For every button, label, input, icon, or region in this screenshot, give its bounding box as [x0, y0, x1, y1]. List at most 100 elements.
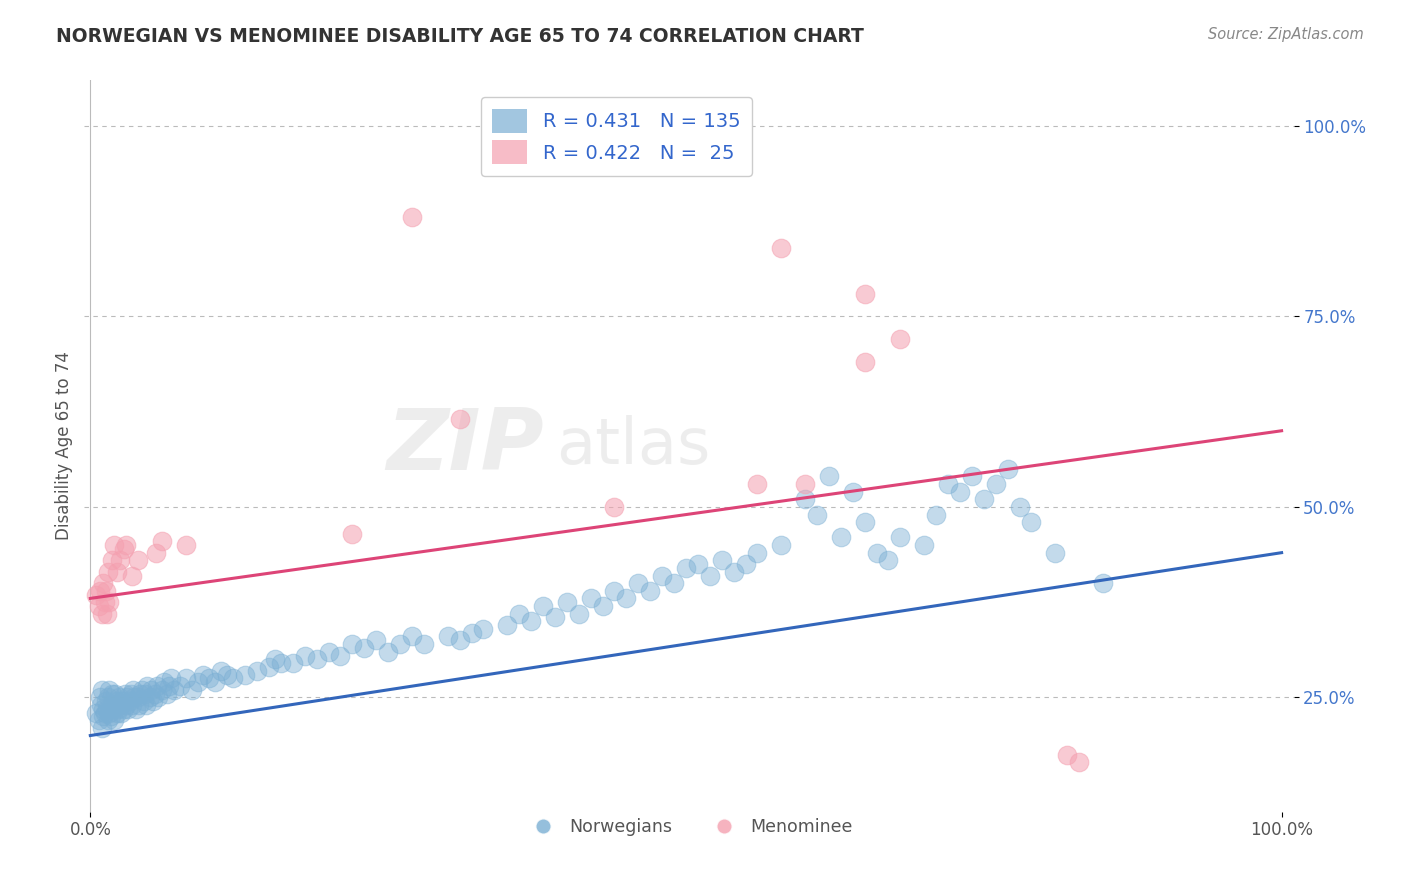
Menominee [105, 565, 128, 579]
Norwegians [142, 694, 165, 708]
Norwegians [135, 698, 157, 712]
Norwegians [1091, 576, 1114, 591]
Norwegians [122, 682, 145, 697]
Norwegians [108, 690, 131, 705]
Norwegians [865, 546, 887, 560]
Norwegians [124, 690, 146, 705]
Norwegians [100, 709, 122, 723]
Menominee [97, 565, 120, 579]
Norwegians [342, 637, 364, 651]
Norwegians [579, 591, 602, 606]
Norwegians [592, 599, 614, 613]
Norwegians [544, 610, 567, 624]
Norwegians [281, 656, 304, 670]
Norwegians [96, 702, 118, 716]
Norwegians [520, 614, 543, 628]
Norwegians [853, 515, 876, 529]
Norwegians [155, 687, 177, 701]
Norwegians [93, 706, 115, 720]
Norwegians [449, 633, 471, 648]
Norwegians [169, 679, 191, 693]
Norwegians [186, 675, 208, 690]
Norwegians [98, 706, 121, 720]
Norwegians [134, 687, 156, 701]
Norwegians [806, 508, 828, 522]
Norwegians [124, 702, 146, 716]
Menominee [1067, 755, 1090, 769]
Menominee [174, 538, 197, 552]
Text: NORWEGIAN VS MENOMINEE DISABILITY AGE 65 TO 74 CORRELATION CHART: NORWEGIAN VS MENOMINEE DISABILITY AGE 65… [56, 27, 865, 45]
Norwegians [94, 694, 117, 708]
Menominee [115, 538, 138, 552]
Norwegians [770, 538, 793, 552]
Norwegians [377, 645, 399, 659]
Text: Source: ZipAtlas.com: Source: ZipAtlas.com [1208, 27, 1364, 42]
Norwegians [105, 694, 128, 708]
Norwegians [734, 557, 756, 571]
Norwegians [233, 667, 256, 681]
Norwegians [555, 595, 578, 609]
Norwegians [148, 690, 170, 705]
Menominee [853, 355, 876, 369]
Norwegians [107, 702, 129, 716]
Norwegians [180, 682, 202, 697]
Menominee [794, 477, 817, 491]
Norwegians [877, 553, 900, 567]
Norwegians [1008, 500, 1031, 514]
Norwegians [91, 721, 114, 735]
Menominee [98, 595, 121, 609]
Norwegians [997, 462, 1019, 476]
Norwegians [366, 633, 388, 648]
Norwegians [150, 682, 173, 697]
Menominee [127, 553, 149, 567]
Norwegians [112, 702, 135, 716]
Norwegians [973, 492, 995, 507]
Norwegians [108, 698, 131, 712]
Norwegians [93, 709, 115, 723]
Norwegians [115, 698, 138, 712]
Norwegians [949, 484, 972, 499]
Norwegians [257, 660, 280, 674]
Norwegians [818, 469, 841, 483]
Norwegians [91, 682, 114, 697]
Norwegians [121, 698, 143, 712]
Norwegians [568, 607, 591, 621]
Norwegians [129, 687, 152, 701]
Norwegians [139, 682, 162, 697]
Menominee [87, 599, 110, 613]
Norwegians [723, 565, 745, 579]
Norwegians [889, 530, 911, 544]
Menominee [100, 553, 122, 567]
Norwegians [146, 679, 169, 693]
Menominee [89, 583, 111, 598]
Norwegians [89, 690, 111, 705]
Norwegians [1045, 546, 1067, 560]
Norwegians [675, 561, 697, 575]
Norwegians [127, 690, 149, 705]
Norwegians [128, 698, 150, 712]
Norwegians [100, 698, 122, 712]
Norwegians [794, 492, 817, 507]
Norwegians [111, 694, 134, 708]
Norwegians [318, 645, 340, 659]
Menominee [747, 477, 769, 491]
Norwegians [270, 656, 292, 670]
Norwegians [960, 469, 983, 483]
Norwegians [412, 637, 434, 651]
Norwegians [616, 591, 638, 606]
Norwegians [163, 682, 186, 697]
Norwegians [627, 576, 650, 591]
Norwegians [209, 664, 232, 678]
Norwegians [87, 714, 110, 728]
Norwegians [662, 576, 685, 591]
Menominee [112, 541, 135, 556]
Norwegians [117, 690, 139, 705]
Norwegians [97, 690, 120, 705]
Norwegians [97, 714, 120, 728]
Norwegians [139, 690, 162, 705]
Norwegians [222, 672, 245, 686]
Norwegians [90, 698, 112, 712]
Norwegians [160, 672, 183, 686]
Norwegians [193, 667, 215, 681]
Text: ZIP: ZIP [387, 404, 544, 488]
